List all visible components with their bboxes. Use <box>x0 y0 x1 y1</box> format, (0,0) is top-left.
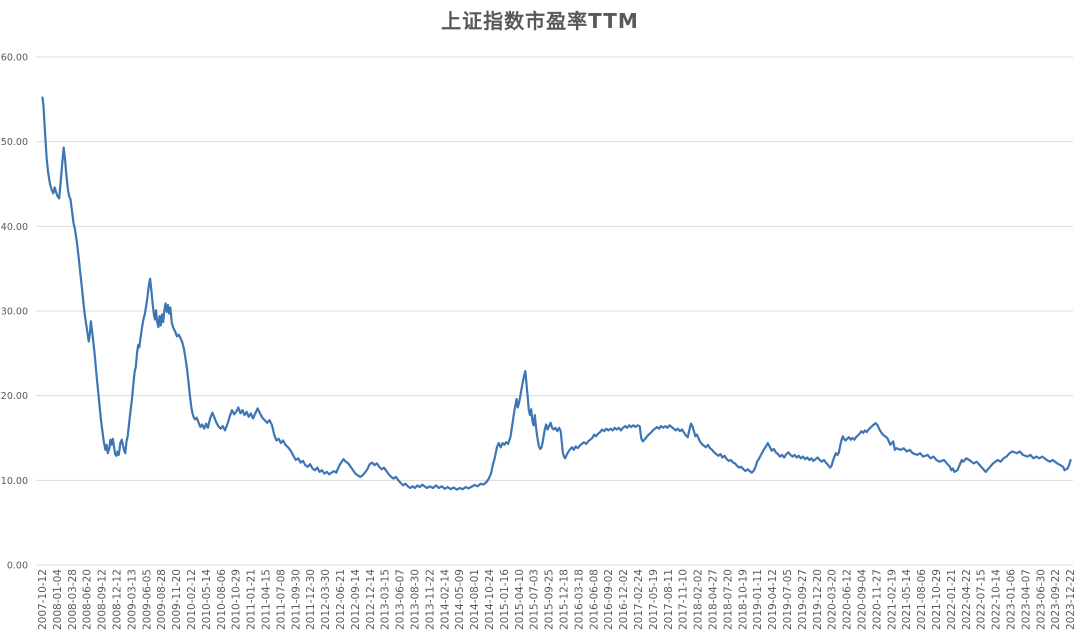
x-axis-label: 2018-02-02 <box>693 569 705 630</box>
x-axis-label: 2017-02-24 <box>633 569 645 630</box>
x-axis-label: 2023-09-22 <box>1050 569 1062 630</box>
y-axis-label: 30.00 <box>1 307 28 318</box>
x-axis-label: 2010-02-12 <box>186 569 198 630</box>
x-axis-label: 2008-03-28 <box>67 569 79 630</box>
x-axis-label: 2017-08-11 <box>663 569 675 630</box>
x-axis-label: 2013-03-15 <box>380 569 392 630</box>
x-axis-label: 2010-05-14 <box>201 569 213 630</box>
chart-title: 上证指数市盈率TTM <box>441 9 639 33</box>
x-axis-label: 2015-04-10 <box>514 569 526 630</box>
x-axis-label: 2011-09-30 <box>290 569 302 630</box>
x-axis-label: 2009-08-28 <box>156 569 168 630</box>
x-axis-label: 2019-09-27 <box>797 569 809 630</box>
x-axis-label: 2023-04-07 <box>1020 569 1032 630</box>
x-axis-label: 2008-09-12 <box>97 569 109 630</box>
y-axis-label: 10.00 <box>1 476 28 487</box>
x-axis-label: 2020-09-04 <box>857 569 869 630</box>
x-axis-label: 2015-12-18 <box>559 569 571 630</box>
x-axis-label: 2016-09-02 <box>603 569 615 630</box>
x-axis-label: 2022-07-15 <box>976 569 988 630</box>
x-axis-label: 2020-06-12 <box>842 569 854 630</box>
x-axis-label: 2015-09-25 <box>544 569 556 630</box>
x-axis-label: 2012-09-14 <box>350 569 362 630</box>
gridlines <box>36 56 1073 566</box>
y-axis-label: 20.00 <box>1 391 28 402</box>
x-axis-label: 2018-07-20 <box>722 569 734 630</box>
pe-ratio-line <box>41 96 1072 491</box>
x-axis-label: 2015-07-03 <box>529 569 541 630</box>
x-axis-labels: 2007-10-12 2008-01-04 2008-03-28 2008-06-20… <box>37 569 1077 630</box>
x-axis-label: 2011-04-15 <box>261 569 273 630</box>
x-axis-label: 2008-01-04 <box>52 569 64 630</box>
x-axis-label: 2017-11-10 <box>678 569 690 630</box>
x-axis-label: 2012-03-30 <box>320 569 332 630</box>
x-axis-label: 2007-10-12 <box>37 569 49 630</box>
x-axis-label: 2013-08-30 <box>410 569 422 630</box>
x-axis-label: 2015-01-16 <box>499 569 511 630</box>
x-axis-label: 2014-05-09 <box>454 569 466 630</box>
x-axis-label: 2014-08-01 <box>469 569 481 630</box>
x-axis-label: 2021-05-14 <box>901 569 913 630</box>
x-axis-label: 2013-11-22 <box>424 569 436 630</box>
x-axis-label: 2018-04-27 <box>708 569 720 630</box>
x-axis-label: 2011-07-08 <box>275 569 287 630</box>
x-axis-label: 2012-06-21 <box>335 569 347 630</box>
x-axis-label: 2020-03-20 <box>827 569 839 630</box>
x-axis-label: 2011-01-21 <box>246 569 258 630</box>
x-axis-label: 2014-10-24 <box>484 569 496 630</box>
x-axis-label: 2008-06-20 <box>82 569 94 630</box>
x-axis-label: 2021-08-06 <box>916 569 928 630</box>
x-axis-label: 2023-01-06 <box>1006 569 1018 630</box>
x-axis-label: 2019-04-12 <box>767 569 779 630</box>
x-axis-label: 2021-10-29 <box>931 569 943 630</box>
x-axis-label: 2018-10-19 <box>737 569 749 630</box>
x-axis-label: 2023-06-30 <box>1035 569 1047 630</box>
x-axis-label: 2021-02-19 <box>886 569 898 630</box>
y-axis-label: 0.00 <box>7 561 28 572</box>
x-axis-label: 2008-12-12 <box>112 569 124 630</box>
x-axis-label: 2016-06-08 <box>588 569 600 630</box>
x-axis-label: 2014-02-14 <box>439 569 451 630</box>
x-axis-label: 2022-10-14 <box>991 569 1003 630</box>
x-axis-label: 2009-03-13 <box>126 569 138 630</box>
x-axis-label: 2019-01-11 <box>752 569 764 630</box>
x-axis-label: 2019-07-05 <box>782 569 794 630</box>
y-axis-label: 40.00 <box>1 222 28 233</box>
x-axis-label: 2017-05-19 <box>648 569 660 630</box>
x-axis-label: 2016-12-02 <box>618 569 630 630</box>
x-axis-label: 2009-11-20 <box>171 569 183 630</box>
x-axis-label: 2022-01-21 <box>946 569 958 630</box>
x-axis-label: 2022-04-22 <box>961 569 973 630</box>
y-axis-labels: 0.00 10.00 20.00 30.00 40.00 50.00 60.00 <box>1 53 28 572</box>
x-axis-label: 2010-10-29 <box>231 569 243 630</box>
x-axis-label: 2023-12-22 <box>1065 569 1077 630</box>
x-axis-label: 2020-11-27 <box>871 569 883 630</box>
x-axis-label: 2010-08-06 <box>216 569 228 630</box>
y-axis-label: 50.00 <box>1 137 28 148</box>
x-axis-label: 2016-03-18 <box>573 569 585 630</box>
x-axis-label: 2019-12-20 <box>812 569 824 630</box>
x-axis-label: 2012-12-14 <box>365 569 377 630</box>
x-axis-label: 2011-12-30 <box>305 569 317 630</box>
x-axis-label: 2009-06-05 <box>141 569 153 630</box>
x-axis-label: 2013-06-07 <box>395 569 407 630</box>
y-axis-label: 60.00 <box>1 53 28 64</box>
